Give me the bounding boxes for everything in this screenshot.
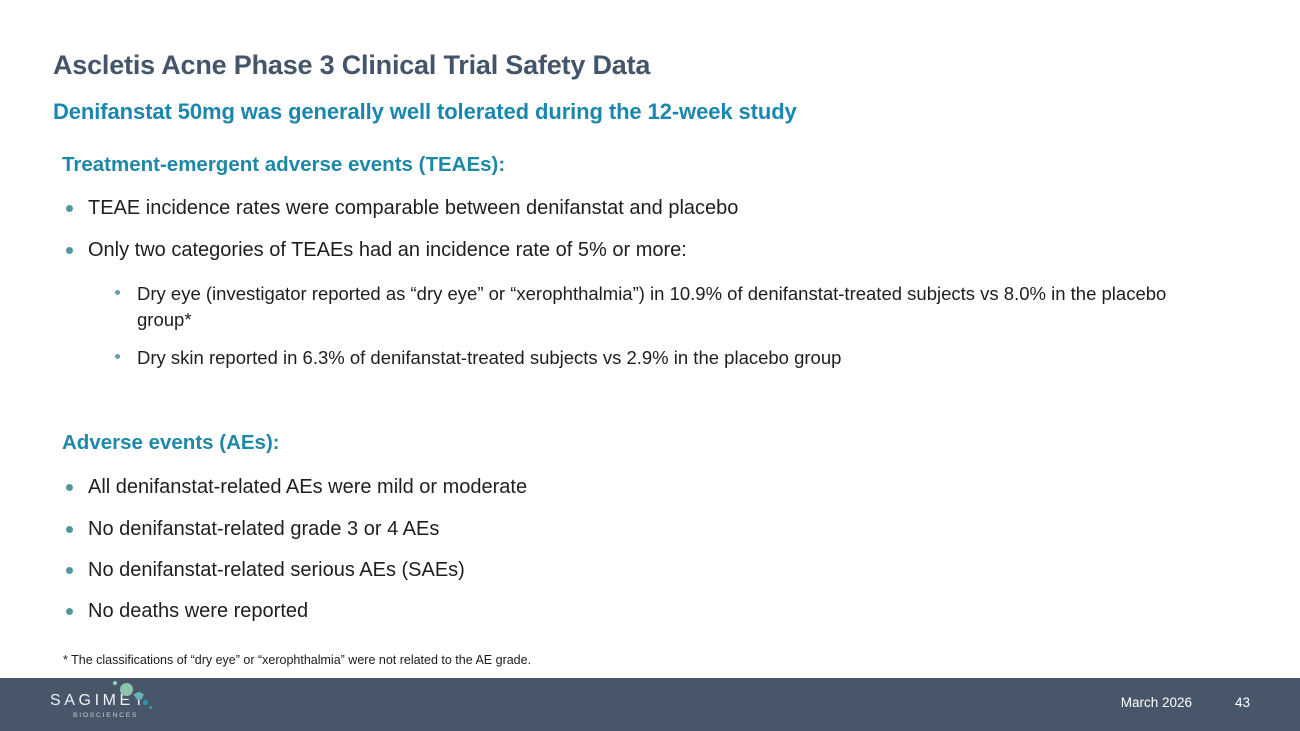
- bullet-text: No denifanstat-related grade 3 or 4 AEs: [88, 518, 440, 540]
- list-item: No denifanstat-related serious AEs (SAEs…: [66, 559, 465, 582]
- bullet-text: All denifanstat-related AEs were mild or…: [88, 476, 528, 498]
- page-subtitle: Denifanstat 50mg was generally well tole…: [53, 99, 797, 124]
- list-item: No denifanstat-related grade 3 or 4 AEs: [66, 518, 439, 541]
- list-item: TEAE incidence rates were comparable bet…: [66, 197, 738, 220]
- bullet-icon: [66, 567, 73, 574]
- bullet-text: No denifanstat-related serious AEs (SAEs…: [88, 559, 465, 581]
- logo-dots-icon: [143, 700, 148, 705]
- logo-dots-icon: [149, 706, 152, 709]
- logo-dots-icon: [135, 692, 143, 700]
- bullet-icon: [66, 608, 73, 615]
- bullet-text: Dry eye (investigator reported as “dry e…: [137, 283, 1167, 330]
- bullet-icon: [66, 247, 73, 254]
- bullet-icon: [66, 205, 73, 212]
- list-item: Dry skin reported in 6.3% of denifanstat…: [115, 345, 841, 371]
- list-item: Only two categories of TEAEs had an inci…: [66, 239, 687, 262]
- logo-dots-icon: [113, 681, 117, 685]
- bullet-text: TEAE incidence rates were comparable bet…: [88, 197, 739, 219]
- list-item: No deaths were reported: [66, 600, 308, 623]
- bullet-icon: [115, 354, 120, 359]
- logo-wordmark: SAGIMET: [50, 692, 148, 709]
- page-number: 43: [1234, 695, 1250, 710]
- sagimet-logo: SAGIMET BIOSCIENCES: [50, 691, 147, 719]
- footer-bar: [0, 678, 1300, 731]
- section-heading-teae: Treatment-emergent adverse events (TEAEs…: [62, 153, 506, 176]
- bullet-icon: [66, 484, 73, 491]
- footer-date: March 2026: [1120, 695, 1192, 710]
- bullet-text: Dry skin reported in 6.3% of denifanstat…: [137, 347, 842, 368]
- list-item: All denifanstat-related AEs were mild or…: [66, 476, 527, 499]
- logo-dots-icon: [120, 683, 133, 696]
- list-item: Dry eye (investigator reported as “dry e…: [115, 281, 1225, 333]
- bullet-text: Only two categories of TEAEs had an inci…: [88, 239, 687, 261]
- bullet-text: No deaths were reported: [88, 600, 309, 622]
- footnote: * The classifications of “dry eye” or “x…: [63, 653, 532, 667]
- section-heading-ae: Adverse events (AEs):: [62, 431, 280, 454]
- bullet-icon: [66, 526, 73, 533]
- logo-tagline: BIOSCIENCES: [73, 712, 139, 719]
- page-title: Ascletis Acne Phase 3 Clinical Trial Saf…: [53, 50, 651, 80]
- bullet-icon: [115, 290, 120, 295]
